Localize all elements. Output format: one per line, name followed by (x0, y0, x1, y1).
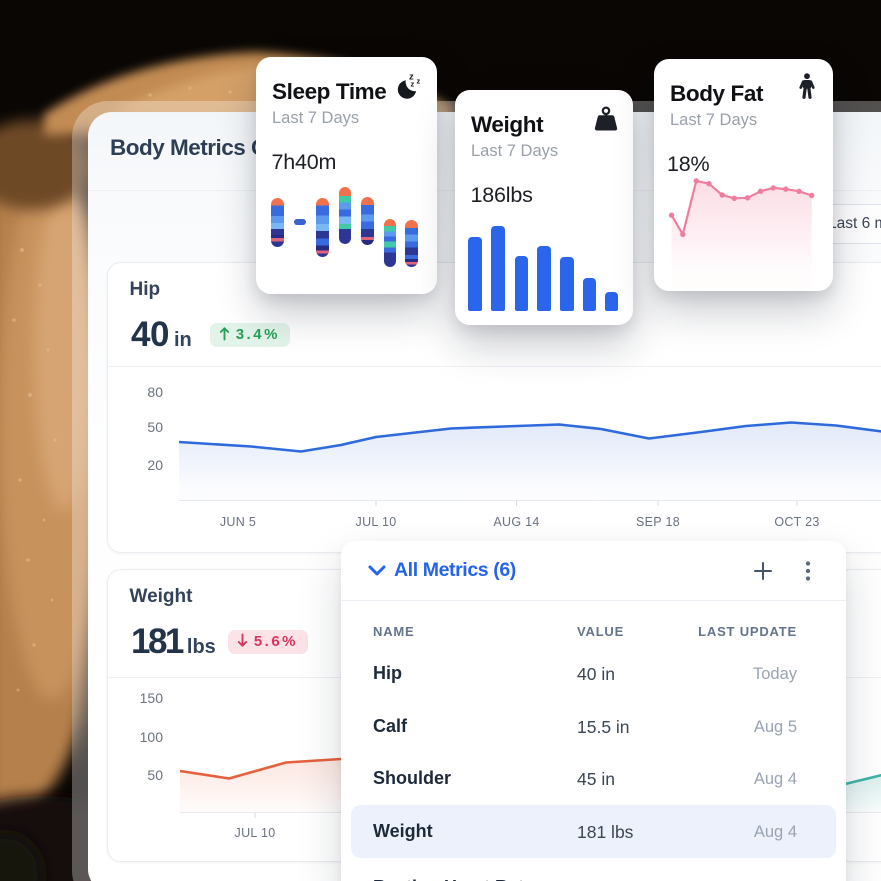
svg-text:z: z (416, 77, 420, 86)
svg-text:z: z (409, 72, 414, 83)
svg-text:z: z (410, 80, 414, 89)
